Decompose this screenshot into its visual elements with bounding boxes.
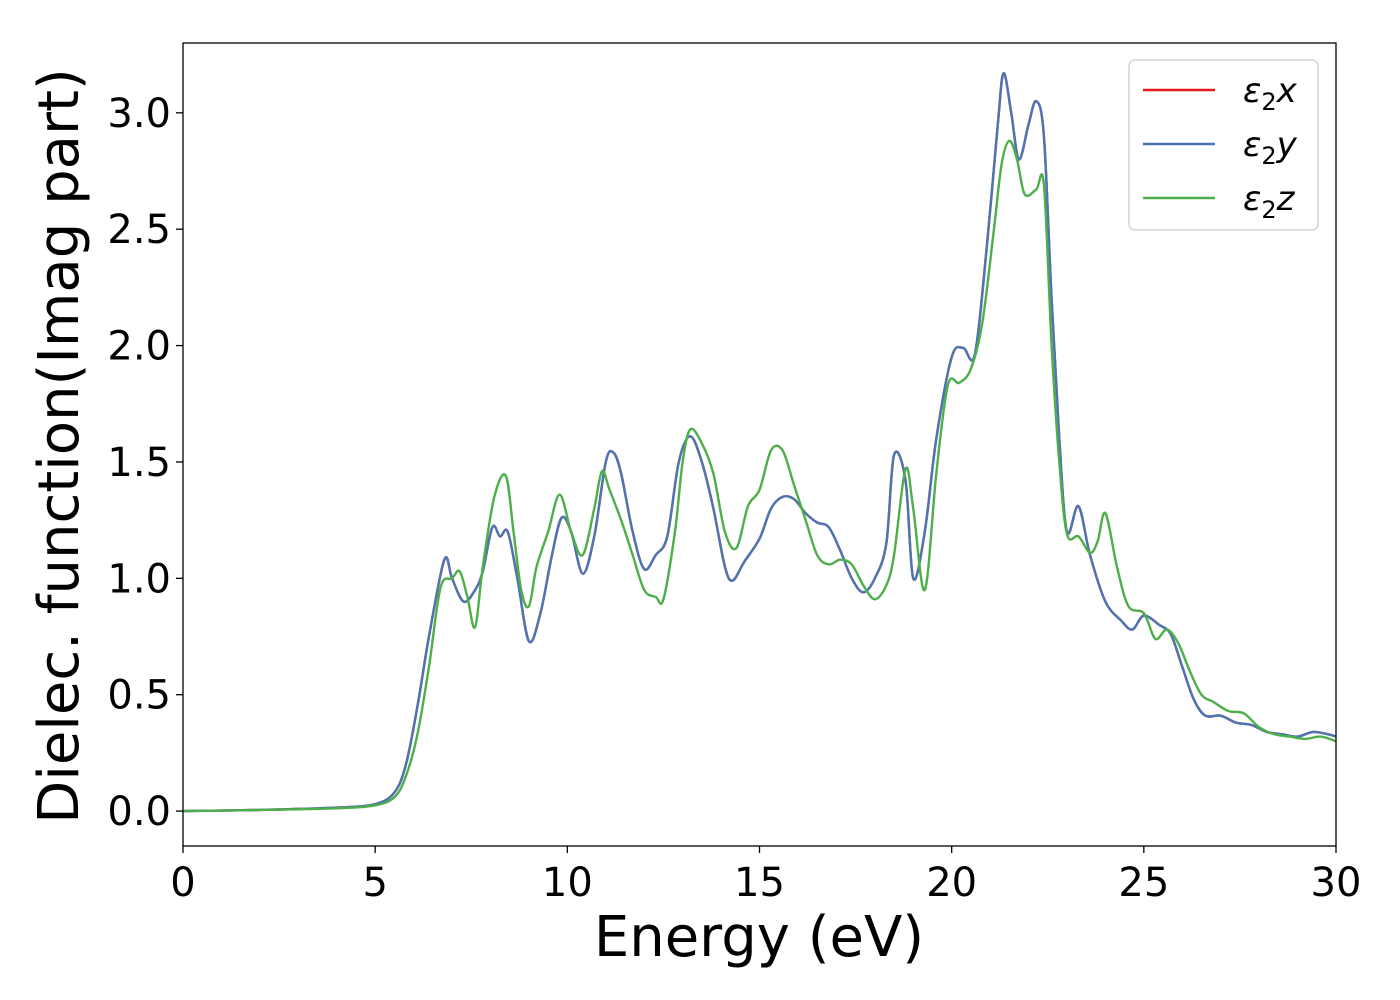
y-axis-ticks: 0.0 0.5 1.0 1.5 2.0 2.5 3.0 bbox=[107, 91, 183, 835]
y-tick-label: 2.0 bbox=[107, 324, 171, 370]
plot-lines bbox=[183, 72, 1336, 813]
y-tick-label: 0.0 bbox=[107, 789, 171, 835]
x-tick-label: 20 bbox=[926, 860, 977, 906]
y-tick-label: 1.5 bbox=[107, 440, 171, 486]
x-axis-ticks: 0 5 10 15 20 25 30 bbox=[170, 846, 1361, 906]
series-line-y bbox=[183, 72, 1336, 813]
x-tick-label: 5 bbox=[362, 860, 387, 906]
legend-box bbox=[1128, 59, 1319, 231]
series-line-z bbox=[183, 139, 1336, 813]
x-tick-label: 25 bbox=[1118, 860, 1169, 906]
x-tick-label: 0 bbox=[170, 860, 195, 906]
y-tick-label: 0.5 bbox=[107, 673, 171, 719]
y-axis-label: Dielec. function(Imag part) bbox=[27, 68, 92, 824]
legend-label-x: ε2x bbox=[1243, 71, 1298, 116]
x-tick-label: 15 bbox=[734, 860, 785, 906]
y-tick-label: 2.5 bbox=[107, 207, 171, 253]
legend-label-z: ε2z bbox=[1243, 179, 1296, 224]
legend-label-y: ε2y bbox=[1243, 125, 1298, 170]
x-tick-label: 10 bbox=[542, 860, 593, 906]
legend: ε2x ε2y ε2z bbox=[1128, 59, 1319, 231]
x-axis-label: Energy (eV) bbox=[594, 905, 924, 970]
x-tick-label: 30 bbox=[1311, 860, 1362, 906]
y-tick-label: 1.0 bbox=[107, 556, 171, 602]
y-tick-label: 3.0 bbox=[107, 91, 171, 137]
